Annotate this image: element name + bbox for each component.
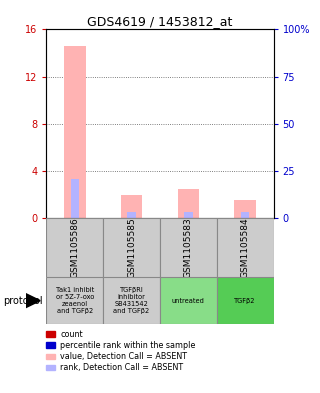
- Bar: [103, 218, 160, 277]
- Bar: [178, 189, 199, 218]
- Text: GSM1105586: GSM1105586: [70, 217, 79, 278]
- Text: rank, Detection Call = ABSENT: rank, Detection Call = ABSENT: [60, 363, 183, 371]
- Bar: [64, 46, 85, 218]
- Text: GSM1105584: GSM1105584: [241, 217, 250, 278]
- Text: untreated: untreated: [172, 298, 205, 304]
- Bar: [70, 179, 79, 218]
- Text: protocol: protocol: [3, 296, 43, 306]
- Bar: [217, 218, 274, 277]
- Bar: [184, 212, 193, 218]
- Text: value, Detection Call = ABSENT: value, Detection Call = ABSENT: [60, 352, 187, 360]
- Bar: [103, 277, 160, 324]
- Bar: [46, 218, 103, 277]
- Text: Tak1 inhibit
or 5Z-7-oxo
zeaenol
and TGFβ2: Tak1 inhibit or 5Z-7-oxo zeaenol and TGF…: [56, 287, 94, 314]
- Bar: [241, 212, 250, 218]
- Bar: [235, 200, 256, 218]
- Text: GSM1105585: GSM1105585: [127, 217, 136, 278]
- Bar: [46, 277, 103, 324]
- Text: percentile rank within the sample: percentile rank within the sample: [60, 341, 196, 349]
- Text: TGFβ2: TGFβ2: [235, 298, 256, 304]
- Bar: [127, 212, 136, 218]
- Bar: [160, 218, 217, 277]
- Bar: [121, 195, 142, 218]
- Bar: [217, 277, 274, 324]
- Bar: [160, 277, 217, 324]
- Text: count: count: [60, 330, 83, 338]
- Title: GDS4619 / 1453812_at: GDS4619 / 1453812_at: [87, 15, 233, 28]
- Text: TGFβRI
inhibitor
SB431542
and TGFβ2: TGFβRI inhibitor SB431542 and TGFβ2: [114, 287, 150, 314]
- Text: GSM1105583: GSM1105583: [184, 217, 193, 278]
- Polygon shape: [26, 294, 40, 308]
